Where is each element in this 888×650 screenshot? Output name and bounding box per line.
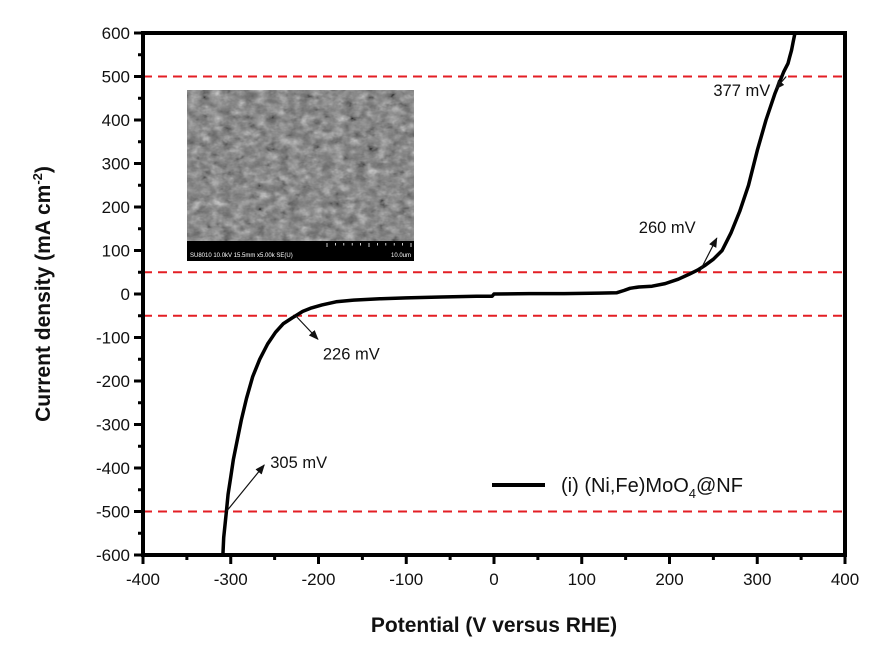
sem-caption-right: 10.0um xyxy=(391,253,411,259)
annotation-arrow xyxy=(295,315,319,340)
y-tick-label: -500 xyxy=(96,503,130,522)
x-tick-label: -400 xyxy=(126,570,160,589)
y-axis-title-main: Current density (mA cm xyxy=(32,185,55,422)
x-tick-label: -300 xyxy=(214,570,248,589)
x-tick-label: 300 xyxy=(743,570,771,589)
sem-caption-left: SU8010 10.0kV 15.5mm x5.00k SE(U) xyxy=(190,253,293,259)
x-axis-title: Potential (V versus RHE) xyxy=(371,614,617,637)
x-tick-label: 0 xyxy=(489,570,498,589)
x-tick-label: 100 xyxy=(568,570,596,589)
x-tick-label: -100 xyxy=(389,570,423,589)
sem-inset-image: SU8010 10.0kV 15.5mm x5.00k SE(U) 10.0um xyxy=(187,90,414,261)
annotation-label: 260 mV xyxy=(639,219,696,237)
sem-scale-bar xyxy=(326,243,412,247)
annotation-arrow xyxy=(225,464,265,512)
x-tick-label: 400 xyxy=(831,570,859,589)
x-tick-label: 200 xyxy=(655,570,683,589)
y-tick-label: -600 xyxy=(96,546,130,565)
series-layer xyxy=(221,31,797,557)
legend-label-subscript: 4 xyxy=(689,486,696,501)
legend-label-main: (i) (Ni,Fe)MoO xyxy=(561,475,689,497)
annotation-arrow xyxy=(774,76,787,90)
y-tick-label: -100 xyxy=(96,329,130,348)
annotation-label: 226 mV xyxy=(323,345,380,363)
legend-label-tail: @NF xyxy=(696,475,743,497)
y-tick-label: 500 xyxy=(102,68,130,87)
y-tick-label: -200 xyxy=(96,372,130,391)
y-axis-title-superscript: -2 xyxy=(30,173,45,185)
annotations-layer: 377 mV 260 mV 226 mV 305 mV xyxy=(225,76,787,512)
x-axis: -400 -300 -200 -100 0 100 200 300 400 xyxy=(126,555,859,589)
legend-label: (i) (Ni,Fe)MoO4@NF xyxy=(561,475,743,501)
y-tick-label: 200 xyxy=(102,198,130,217)
y-tick-label: 600 xyxy=(102,24,130,43)
y-tick-label: -300 xyxy=(96,416,130,435)
y-tick-label: 100 xyxy=(102,242,130,261)
annotation-label: 377 mV xyxy=(713,82,770,100)
x-tick-label: -200 xyxy=(301,570,335,589)
annotation-label: 305 mV xyxy=(270,454,327,472)
y-tick-label: 400 xyxy=(102,111,130,130)
y-tick-label: -400 xyxy=(96,459,130,478)
series-line xyxy=(221,31,797,557)
y-axis-title-suffix: ) xyxy=(32,166,55,173)
annotation-arrow xyxy=(698,237,718,273)
y-tick-label: 0 xyxy=(121,285,130,304)
y-axis-title: Current density (mA cm-2) xyxy=(30,166,55,422)
y-axis: 600 500 400 300 200 100 0 -100 -200 -300 -400 -500 -… xyxy=(96,24,143,565)
y-tick-label: 300 xyxy=(102,155,130,174)
reference-lines xyxy=(143,75,845,513)
legend: (i) (Ni,Fe)MoO4@NF xyxy=(492,475,743,501)
